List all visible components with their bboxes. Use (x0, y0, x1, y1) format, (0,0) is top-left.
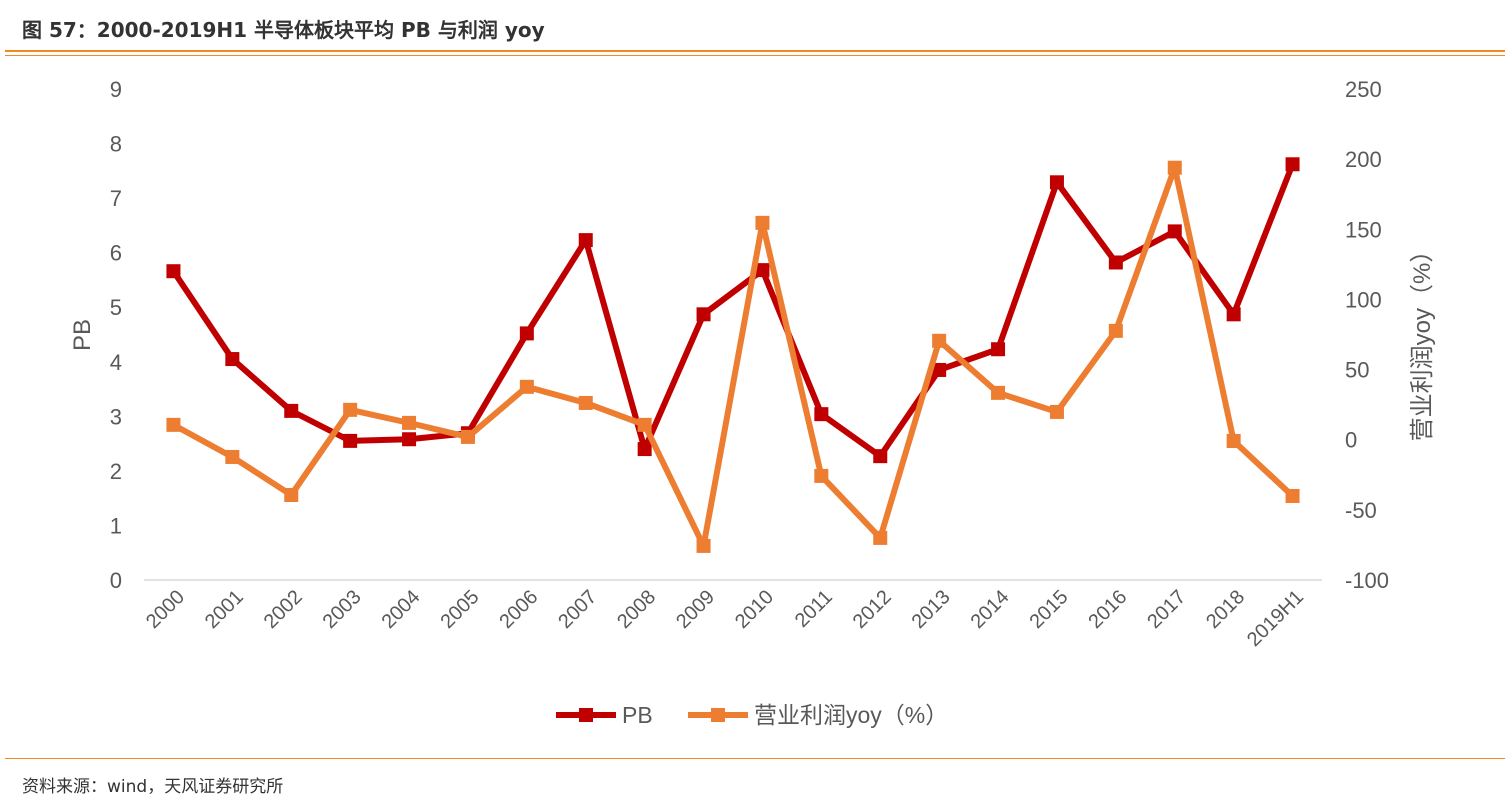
x-tick-label: 2009 (672, 586, 719, 633)
data-point-0 (696, 307, 711, 322)
x-tick-label: 2010 (731, 586, 778, 633)
data-point-0 (873, 449, 888, 464)
data-point-1 (814, 468, 829, 483)
y-tick-label: 7 (110, 186, 122, 211)
y-right-tick-label: -100 (1345, 568, 1389, 593)
data-point-0 (991, 342, 1006, 357)
data-point-0 (1167, 224, 1182, 239)
data-point-0 (1285, 157, 1300, 172)
x-tick-label: 2012 (849, 586, 896, 633)
data-point-1 (460, 429, 475, 444)
y-tick-label: 2 (110, 459, 122, 484)
divider (5, 50, 1505, 52)
data-point-1 (873, 530, 888, 545)
data-point-1 (519, 379, 534, 394)
y-right-tick-label: 250 (1345, 77, 1382, 102)
y-tick-label: 5 (110, 295, 122, 320)
x-tick-label: 2008 (613, 586, 660, 633)
x-tick-label: 2005 (436, 586, 483, 633)
y-right-tick-label: 50 (1345, 358, 1369, 383)
x-tick-label: 2011 (791, 586, 837, 632)
data-point-0 (166, 264, 181, 279)
series-line-0 (170, 163, 1296, 460)
y-right-tick-label: -50 (1345, 498, 1377, 523)
y-tick-label: 6 (110, 241, 122, 266)
data-point-1 (696, 538, 711, 553)
legend-label-1: 营业利润yoy（%） (754, 702, 948, 728)
figure-title: 图 57：2000-2019H1 半导体板块平均 PB 与利润 yoy (22, 18, 545, 42)
data-point-0 (755, 263, 770, 278)
x-tick-label: 2004 (378, 586, 425, 633)
data-point-0 (932, 362, 947, 377)
y-right-axis-label: 营业利润yoy（%） (1409, 239, 1436, 442)
y-tick-label: 4 (110, 350, 122, 375)
y-tick-label: 3 (110, 404, 122, 429)
data-point-1 (402, 415, 417, 430)
legend-marker-0 (579, 708, 593, 722)
x-tick-label: 2001 (201, 586, 248, 633)
y-tick-label: 8 (110, 132, 122, 157)
x-tick-label: 2018 (1202, 586, 1249, 633)
data-point-1 (1285, 488, 1300, 503)
data-point-1 (166, 417, 181, 432)
y-right-tick-label: 0 (1345, 428, 1357, 453)
data-point-1 (932, 333, 947, 348)
data-point-0 (343, 433, 358, 448)
data-point-0 (1226, 307, 1241, 322)
y-tick-label: 1 (110, 513, 122, 538)
data-point-1 (991, 385, 1006, 400)
legend-marker-1 (711, 708, 725, 722)
y-right-tick-label: 150 (1345, 217, 1382, 242)
x-tick-label: 2000 (142, 586, 189, 633)
data-point-1 (1108, 323, 1123, 338)
x-tick-label: 2019H1 (1243, 586, 1308, 651)
data-point-0 (284, 403, 299, 418)
data-point-0 (1049, 175, 1064, 190)
data-point-0 (225, 352, 240, 367)
data-point-1 (284, 487, 299, 502)
data-point-1 (1049, 404, 1064, 419)
series-line-1 (172, 164, 1295, 549)
data-point-0 (1108, 255, 1123, 270)
data-point-1 (1226, 433, 1241, 448)
data-point-0 (402, 432, 417, 447)
data-point-0 (637, 442, 652, 457)
y-right-tick-label: 100 (1345, 287, 1382, 312)
x-tick-label: 2003 (319, 586, 366, 633)
divider (5, 758, 1505, 759)
y-axis-label: PB (69, 319, 96, 351)
x-tick-label: 2006 (495, 586, 542, 633)
x-tick-label: 2017 (1143, 586, 1190, 633)
divider (5, 55, 1505, 56)
data-point-0 (814, 407, 829, 422)
y-tick-label: 9 (110, 77, 122, 102)
x-tick-label: 2007 (554, 586, 601, 633)
source-note: 资料来源：wind，天风证券研究所 (22, 777, 284, 797)
data-point-1 (225, 449, 240, 464)
x-tick-label: 2015 (1025, 586, 1072, 633)
x-tick-label: 2016 (1084, 586, 1131, 633)
y-tick-label: 0 (110, 568, 122, 593)
data-point-0 (578, 233, 593, 248)
data-point-1 (578, 395, 593, 410)
data-point-1 (637, 417, 652, 432)
x-tick-label: 2002 (260, 586, 307, 633)
y-right-tick-label: 200 (1345, 147, 1382, 172)
data-point-1 (1167, 160, 1182, 175)
legend-label-0: PB (622, 702, 653, 728)
data-point-0 (519, 326, 534, 341)
data-point-1 (343, 402, 358, 417)
x-tick-label: 2013 (908, 586, 955, 633)
x-tick-label: 2014 (967, 586, 1014, 633)
data-point-1 (755, 215, 770, 230)
